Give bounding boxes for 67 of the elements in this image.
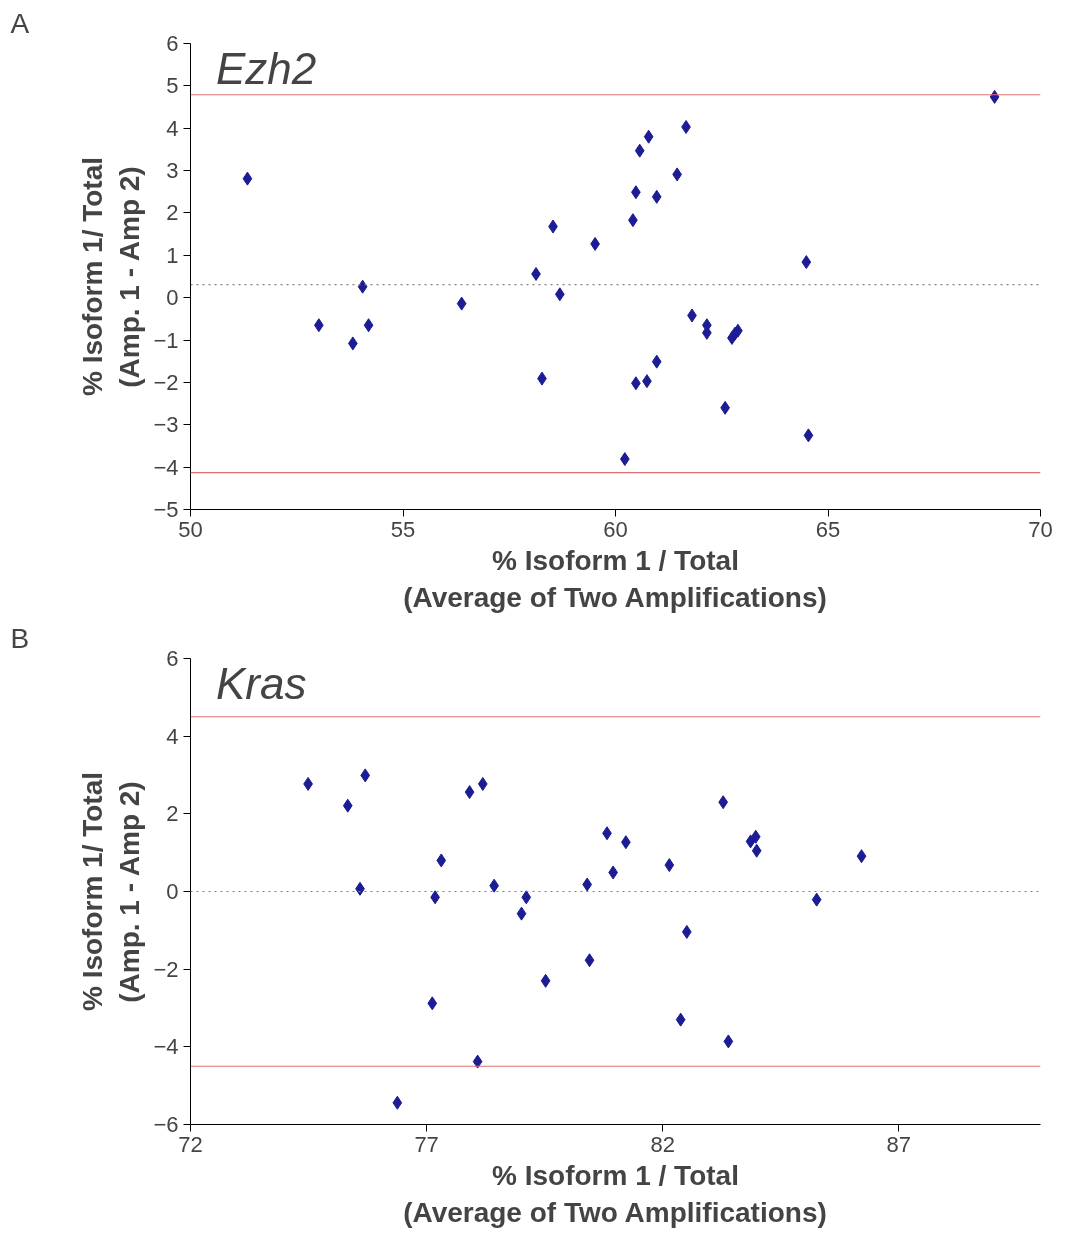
point [803,428,814,443]
y-tick-label: 4 [166,115,179,141]
x-tick-label: 65 [815,516,841,542]
point [540,973,551,988]
point [675,1012,686,1027]
x-tick-label: 60 [603,516,628,542]
x-axis-title: % Isoform 1 / Total (Average of Two Amplifications) [403,544,827,613]
point [634,143,645,158]
x-tick-label: 70 [1028,516,1053,542]
point [464,785,475,800]
point [436,853,447,868]
y-tick-label: −3 [153,412,179,438]
chart-title: Kras [216,658,307,708]
point [242,171,253,186]
y-tick-label: 5 [166,73,179,99]
y-tick-label: 0 [166,285,179,311]
point [664,858,675,873]
x-tick-label: 72 [178,1131,203,1157]
point [681,924,692,939]
point [456,296,467,311]
point [750,829,761,844]
y-tick-label: −6 [153,1112,179,1137]
point [651,354,662,369]
point [427,996,438,1011]
x-tick-label: 55 [390,516,416,542]
point [751,843,762,858]
y-tick-label: −5 [153,497,179,522]
point [521,890,532,905]
y-tick-label: 6 [166,646,179,671]
point [472,1054,483,1069]
y-tick-label: −4 [153,1034,179,1060]
x-tick-label: 77 [414,1131,439,1157]
y-tick-label: 6 [166,31,179,56]
y-tick-label: 4 [166,723,179,749]
y-tick-label: −4 [153,454,179,480]
x-axis-title: % Isoform 1 / Total (Average of Two Amplifications) [403,1159,827,1228]
y-tick-label: 0 [166,879,179,904]
text: A [10,7,30,39]
point [360,768,371,783]
point [651,189,662,204]
x-tick-label: 50 [178,516,203,542]
text: B [10,622,30,654]
point [357,279,368,294]
y-axis-title: % Isoform 1/ Total (Amp. 1 - Amp 2) [77,156,146,397]
chart-title: Ezh2 [216,43,317,93]
point [516,906,527,921]
x-tick-label: 87 [886,1131,912,1157]
y-tick-label: −1 [153,327,179,353]
y-axis-title: % Isoform 1/ Total (Amp. 1 - Amp 2) [77,771,146,1012]
y-tick-label: −2 [153,956,179,982]
point [584,953,595,968]
y-tick-label: 2 [166,801,179,827]
point [723,1034,734,1049]
point [363,318,374,333]
point [477,776,488,791]
y-tick-label: 2 [166,200,179,226]
y-tick-label: 1 [166,242,179,268]
y-tick-label: 3 [166,158,179,184]
point [392,1095,403,1110]
point [342,798,353,813]
point [801,255,812,270]
point [643,129,654,144]
point [856,849,867,864]
y-tick-label: −2 [153,369,179,395]
x-tick-label: 82 [650,1131,675,1157]
point [554,287,565,302]
point [811,892,822,907]
